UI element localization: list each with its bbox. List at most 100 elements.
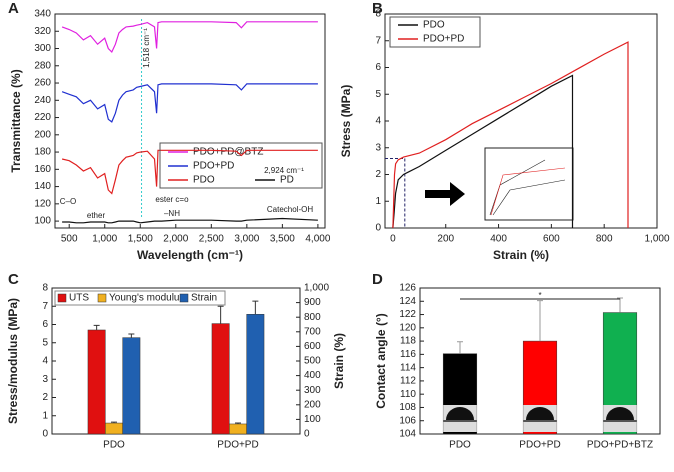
legend-label: PDO [423, 20, 445, 31]
annotation: ether [87, 211, 106, 220]
error-bar [537, 300, 543, 342]
y2-tick-label: 0 [304, 429, 310, 440]
x-tick-label: 2,000 [163, 234, 188, 245]
y-tick-label: 122 [399, 309, 416, 320]
legend-box [54, 290, 226, 306]
x-tick-label: PDO [103, 440, 125, 451]
bar [211, 323, 230, 435]
y-tick-label: 0 [375, 223, 381, 234]
inset-curve [492, 179, 566, 216]
y-tick-label: 114 [400, 362, 416, 373]
y-tick-label: 2 [375, 169, 381, 180]
y-tick-label: 100 [34, 216, 51, 227]
annotation: 2,924 cm⁻¹ [264, 166, 304, 175]
y-tick-label: 6 [42, 319, 48, 330]
plot-frame [54, 13, 326, 229]
x-tick-label: PDO+PD [519, 440, 560, 451]
panel-label: B [372, 0, 383, 17]
y2-axis-label: Strain (%) [332, 333, 346, 389]
y-tick-label: 200 [34, 129, 51, 140]
droplet [606, 407, 634, 420]
series-line [61, 83, 318, 123]
y-tick-label: 120 [399, 322, 416, 333]
y-tick-label: 120 [34, 198, 51, 209]
legend-label: Young's modulus [109, 293, 184, 304]
x-tick-label: 3,500 [270, 234, 295, 245]
legend-label: PD [280, 175, 294, 186]
y-axis-label: Stress/modulus (MPa) [6, 298, 20, 424]
error-bar [252, 300, 259, 315]
x-tick-label: 600 [543, 234, 560, 245]
bar [122, 337, 141, 435]
arrow [425, 182, 465, 206]
annotation: C–O [60, 197, 76, 206]
x-tick-label: PDO [449, 440, 471, 451]
x-tick-label: 3,000 [234, 234, 259, 245]
y-tick-label: 320 [34, 26, 51, 37]
error-bar [93, 324, 100, 330]
error-bar [128, 333, 135, 338]
bar [229, 423, 247, 435]
y-tick-label: 180 [34, 147, 51, 158]
y-tick-label: 3 [375, 142, 381, 153]
series-line [392, 41, 629, 229]
y-tick-label: 340 [34, 9, 51, 20]
x-tick-label: 500 [61, 234, 78, 245]
y-tick-label: 160 [34, 164, 51, 175]
x-tick-label: 1,000 [644, 234, 669, 245]
annotation: ester c=o [155, 195, 189, 204]
bar [105, 422, 123, 435]
y-tick-label: 6 [375, 62, 381, 73]
y-tick-label: 106 [399, 415, 416, 426]
legend-label: Strain [191, 293, 217, 304]
y-tick-label: 4 [375, 116, 381, 127]
y-tick-label: 116 [400, 349, 416, 360]
series-line [61, 149, 318, 195]
x-tick-label: 200 [437, 234, 454, 245]
error-bar [111, 421, 117, 424]
legend-box [389, 16, 481, 48]
y-tick-label: 4 [42, 356, 48, 367]
series-line [392, 74, 574, 229]
y-tick-label: 240 [34, 95, 51, 106]
legend-label: PDO [193, 175, 215, 186]
legend-label: PDO+PD@BTZ [193, 147, 263, 158]
y-tick-label: 3 [42, 374, 48, 385]
y2-tick-label: 300 [304, 385, 321, 396]
legend-swatch [57, 293, 67, 303]
series-line [62, 217, 318, 224]
y-tick-label: 108 [399, 402, 416, 413]
y2-tick-label: 200 [304, 399, 321, 410]
x-tick-label: PDO+PD+BTZ [587, 440, 653, 451]
annotation: 1,518 cm⁻¹ [142, 28, 151, 68]
x-axis-label: Wavelength (cm⁻¹) [137, 248, 243, 262]
y-tick-label: 300 [34, 43, 51, 54]
x-tick-label: 800 [596, 234, 613, 245]
error-bar [217, 305, 224, 324]
x-tick-label: 2,500 [199, 234, 224, 245]
y-axis-label: Transmittance (%) [9, 69, 23, 172]
y-tick-label: 7 [375, 35, 381, 46]
legend-box [159, 142, 323, 189]
legend-label: UTS [69, 293, 89, 304]
y-tick-label: 280 [34, 60, 51, 71]
y-tick-label: 5 [375, 89, 381, 100]
y-tick-label: 8 [375, 9, 381, 20]
x-tick-label: 0 [390, 234, 396, 245]
panel-label: C [8, 271, 19, 288]
y2-tick-label: 1,000 [304, 283, 329, 294]
panel-label: D [372, 271, 383, 288]
inset-frame [484, 147, 574, 221]
legend-swatch [179, 293, 189, 303]
y-tick-label: 7 [42, 301, 48, 312]
y-axis-label: Contact angle (°) [374, 313, 388, 408]
y2-tick-label: 600 [304, 341, 321, 352]
y-axis-label: Stress (MPa) [339, 85, 353, 158]
x-axis-label: Strain (%) [493, 248, 549, 262]
inset-curve [490, 167, 566, 216]
y2-tick-label: 900 [304, 297, 321, 308]
y2-tick-label: 100 [304, 414, 321, 425]
y2-tick-label: 400 [304, 370, 321, 381]
annotation: * [538, 291, 541, 300]
y-tick-label: 112 [400, 376, 416, 387]
